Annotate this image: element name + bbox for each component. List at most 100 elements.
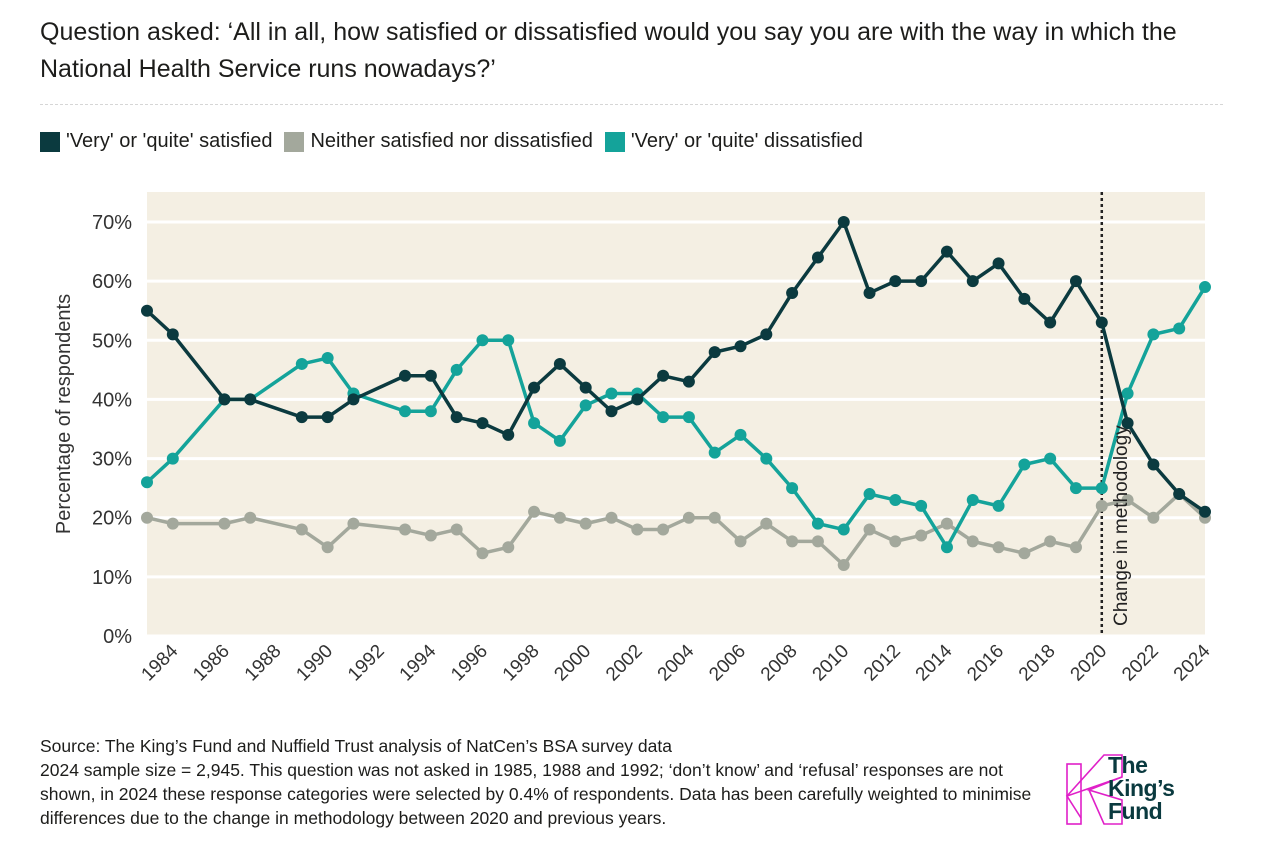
y-tick-label: 50% [92, 330, 132, 352]
y-tick-label: 40% [92, 389, 132, 411]
data-point-satisfied [631, 393, 644, 406]
data-point-neither [992, 541, 1005, 554]
data-point-dissatisfied [1173, 322, 1186, 335]
data-point-neither [295, 523, 308, 536]
logo-line: The [1108, 752, 1148, 778]
data-point-satisfied [1199, 505, 1211, 518]
x-tick-label: 2008 [757, 641, 802, 686]
legend-label: 'Very' or 'quite' satisfied [66, 130, 273, 152]
data-point-neither [1121, 493, 1134, 506]
data-point-dissatisfied [450, 363, 463, 376]
x-tick-label: 2014 [912, 640, 957, 685]
data-point-neither [424, 529, 437, 542]
data-point-satisfied [682, 375, 695, 388]
x-tick-label: 1990 [292, 641, 337, 686]
legend-item-satisfied: 'Very' or 'quite' satisfied [40, 130, 272, 153]
data-point-dissatisfied [682, 411, 695, 424]
data-point-neither [166, 517, 179, 530]
data-point-neither [502, 541, 515, 554]
data-point-satisfied [1173, 488, 1186, 501]
data-point-dissatisfied [889, 493, 902, 506]
data-point-dissatisfied [399, 405, 412, 418]
data-point-satisfied [863, 286, 876, 299]
data-point-neither [940, 517, 953, 530]
data-point-dissatisfied [1121, 387, 1134, 400]
logo-text: The King’s Fund [1108, 752, 1175, 823]
y-tick-label: 70% [92, 212, 132, 234]
x-tick-label: 1998 [499, 641, 544, 686]
data-point-satisfied [347, 393, 360, 406]
x-tick-label: 1994 [396, 640, 441, 685]
annotation-label: Change in methodology [1111, 425, 1132, 626]
data-point-satisfied [811, 251, 824, 264]
data-point-satisfied [992, 257, 1005, 270]
data-point-dissatisfied [966, 493, 979, 506]
data-point-neither [682, 511, 695, 524]
x-tick-label: 2002 [602, 641, 647, 686]
note-text: 2024 sample size = 2,945. This question … [40, 760, 1032, 828]
data-point-dissatisfied [528, 417, 541, 430]
data-point-satisfied [218, 393, 231, 406]
data-point-satisfied [141, 304, 153, 317]
data-point-dissatisfied [657, 411, 670, 424]
data-point-neither [708, 511, 721, 524]
x-tick-label: 2024 [1170, 640, 1215, 685]
data-point-satisfied [321, 411, 334, 424]
data-point-satisfied [502, 428, 515, 441]
data-point-satisfied [760, 328, 773, 341]
data-point-satisfied [399, 369, 412, 382]
data-point-dissatisfied [295, 357, 308, 370]
data-point-dissatisfied [1044, 452, 1057, 465]
data-point-neither [141, 511, 153, 524]
x-tick-label: 2000 [550, 641, 595, 686]
data-point-dissatisfied [940, 541, 953, 554]
data-point-neither [553, 511, 566, 524]
data-point-dissatisfied [605, 387, 618, 400]
data-point-dissatisfied [424, 405, 437, 418]
y-tick-label: 30% [92, 449, 132, 471]
data-point-satisfied [1044, 316, 1057, 329]
data-point-neither [863, 523, 876, 536]
x-tick-label: 2010 [809, 641, 854, 686]
data-point-satisfied [940, 245, 953, 258]
data-point-neither [760, 517, 773, 530]
data-point-neither [1095, 499, 1108, 512]
x-tick-label: 2016 [963, 641, 1008, 686]
data-point-satisfied [734, 340, 747, 353]
data-point-neither [966, 535, 979, 548]
legend-label: 'Very' or 'quite' dissatisfied [630, 130, 863, 152]
data-point-dissatisfied [476, 334, 489, 347]
data-point-satisfied [837, 216, 850, 228]
legend-label: Neither satisfied nor dissatisfied [310, 130, 593, 152]
legend-swatch-neither [284, 131, 305, 152]
data-point-neither [889, 535, 902, 548]
data-point-satisfied [915, 275, 928, 288]
chart-question: Question asked: ‘All in all, how satisfi… [40, 18, 1177, 83]
data-point-neither [528, 505, 541, 518]
divider [40, 104, 1223, 105]
data-point-neither [605, 511, 618, 524]
line-chart: 0%10%20%30%40%50%60%70%1984 1986 1988 1990 1… [53, 192, 1215, 686]
x-tick-label: 2022 [1118, 641, 1163, 686]
data-point-dissatisfied [502, 334, 515, 347]
x-tick-label: 2012 [860, 641, 905, 686]
legend-item-neither: Neither satisfied nor dissatisfied [284, 130, 593, 153]
x-tick-label: 2004 [654, 640, 699, 685]
y-tick-label: 0% [103, 626, 132, 648]
data-point-satisfied [244, 393, 257, 406]
data-point-dissatisfied [141, 476, 153, 489]
data-point-dissatisfied [1095, 482, 1108, 495]
logo-line: King’s [1108, 775, 1175, 801]
data-point-neither [786, 535, 799, 548]
data-point-dissatisfied [553, 434, 566, 447]
data-point-dissatisfied [166, 452, 179, 465]
data-point-satisfied [708, 346, 721, 359]
data-point-dissatisfied [786, 482, 799, 495]
legend-item-dissatisfied: 'Very' or 'quite' dissatisfied [604, 130, 863, 153]
data-point-neither [734, 535, 747, 548]
x-tick-label: 2006 [705, 641, 750, 686]
data-point-dissatisfied [1147, 328, 1160, 341]
data-point-satisfied [786, 286, 799, 299]
data-point-dissatisfied [837, 523, 850, 536]
data-point-satisfied [1018, 292, 1031, 305]
